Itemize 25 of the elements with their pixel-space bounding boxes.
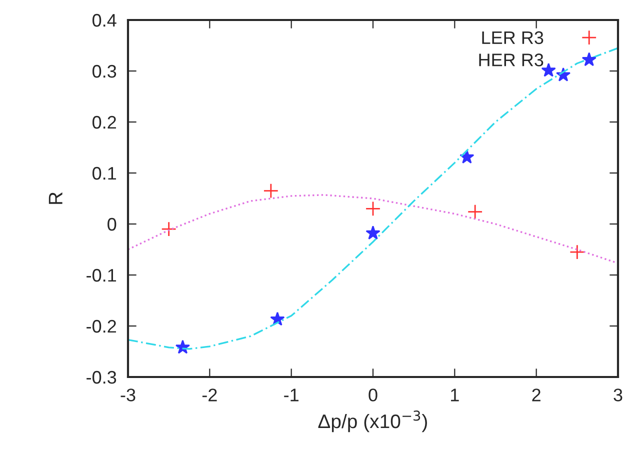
y-tick-label: 0.3 xyxy=(92,64,116,78)
point xyxy=(570,244,585,260)
x-tick-label: 1 xyxy=(451,388,459,402)
y-tick-label: 0 xyxy=(108,218,116,231)
point xyxy=(365,201,381,216)
y-tick-label: -0.1 xyxy=(86,268,116,282)
y-tick-label: -0.3 xyxy=(86,370,116,384)
x-tick-label: -3 xyxy=(120,388,136,402)
y-tick-label: 0.1 xyxy=(92,166,116,180)
x-axis-title: Δp/p (x10$^{−3}$) xyxy=(318,410,427,432)
y-tick-label: -0.2 xyxy=(86,320,116,333)
x-tick-label: -1 xyxy=(284,388,298,402)
point xyxy=(161,221,176,237)
y-tick-label: 0.2 xyxy=(92,116,116,129)
x-tick-label: -2 xyxy=(202,388,217,402)
legend-label: HER R3 xyxy=(479,54,544,66)
point xyxy=(263,183,279,198)
x-tick-label: 3 xyxy=(614,388,622,402)
point xyxy=(366,226,380,240)
y-axis-title: R xyxy=(48,192,62,204)
legend-label: LER R3 xyxy=(482,31,544,44)
x-tick-label: 2 xyxy=(532,388,540,402)
x-tick-label: 0 xyxy=(368,388,378,402)
point xyxy=(467,204,483,220)
y-tick-label: 0.4 xyxy=(92,14,116,27)
